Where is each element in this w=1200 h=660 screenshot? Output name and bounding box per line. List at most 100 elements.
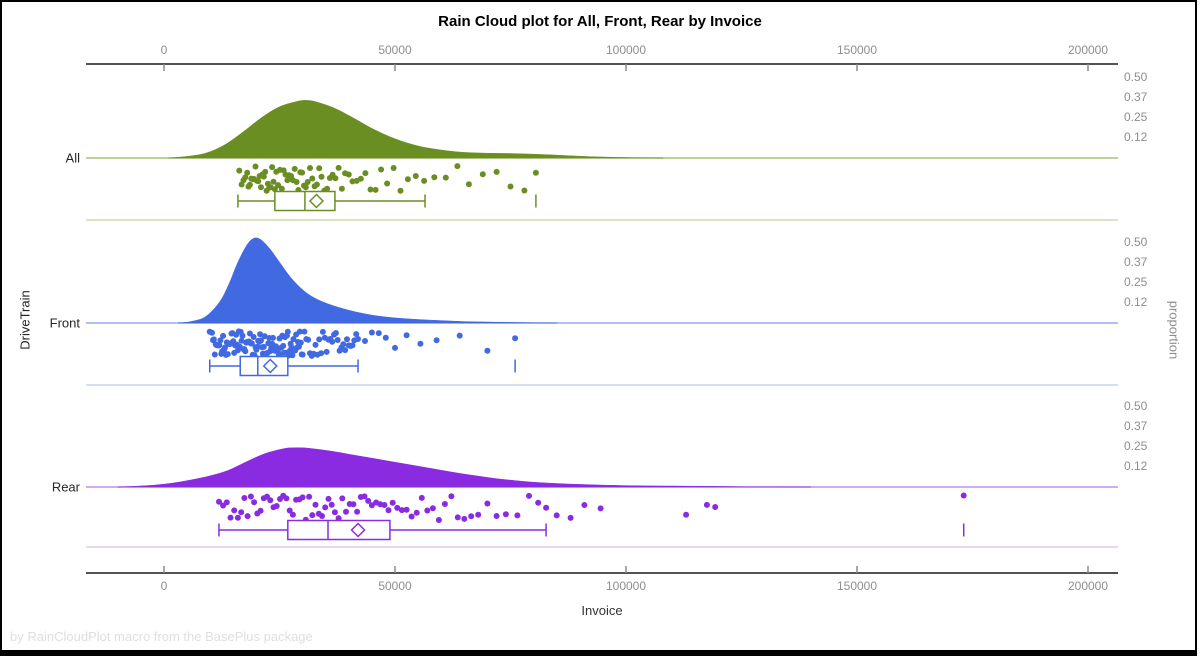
box-iqr <box>287 519 391 541</box>
proportion-tick-label: 0.50 <box>1124 399 1148 413</box>
data-point-rear <box>299 494 306 501</box>
data-point-front <box>220 332 227 339</box>
data-point-front <box>238 337 245 344</box>
footnote: by RainCloudPlot macro from the BasePlus… <box>10 629 313 644</box>
data-point-rear <box>283 495 290 502</box>
data-point-rear <box>441 501 448 507</box>
data-point-front <box>334 337 341 343</box>
data-point-front <box>349 342 356 349</box>
chart-title: Rain Cloud plot for All, Front, Rear by … <box>438 13 762 30</box>
data-point-front <box>456 332 463 339</box>
x-tick-label-top: 0 <box>160 43 168 57</box>
proportion-tick-label: 0.25 <box>1124 110 1148 124</box>
data-point-rear <box>267 497 274 504</box>
data-point-front <box>433 337 440 344</box>
data-point-all <box>378 166 385 173</box>
data-point-rear <box>350 501 357 508</box>
data-point-all <box>412 173 419 179</box>
data-point-front <box>210 336 217 343</box>
data-point-all <box>397 187 404 194</box>
data-point-all <box>362 170 369 177</box>
data-point-all <box>345 171 352 178</box>
data-point-front <box>332 330 339 336</box>
data-point-rear <box>289 511 296 518</box>
data-point-all <box>313 181 320 188</box>
data-point-all <box>367 186 374 193</box>
data-point-front <box>403 332 410 339</box>
data-point-all <box>316 165 323 172</box>
data-point-rear <box>408 513 415 520</box>
proportion-tick-label: 0.37 <box>1124 90 1148 104</box>
data-point-all <box>309 175 316 182</box>
data-point-front <box>270 334 276 341</box>
proportion-tick-label: 0.37 <box>1124 255 1148 269</box>
data-point-rear <box>484 500 491 507</box>
data-point-front <box>353 331 360 338</box>
data-point-rear <box>365 497 372 504</box>
data-point-rear <box>286 507 293 514</box>
data-point-rear <box>354 508 361 515</box>
data-point-all <box>421 177 428 184</box>
data-point-all <box>262 168 269 175</box>
data-point-front <box>248 340 255 347</box>
density-curve-all <box>168 100 664 159</box>
data-point-all <box>260 173 267 180</box>
bottom-bar <box>2 650 1195 655</box>
data-point-all <box>244 169 251 176</box>
data-point-rear <box>322 504 329 511</box>
x-tick-label-bottom: 50000 <box>378 579 412 593</box>
data-point-all <box>269 164 276 171</box>
x-tick-label-top: 50000 <box>378 43 412 57</box>
data-point-front <box>362 338 368 344</box>
data-point-rear <box>683 511 690 518</box>
data-point-all <box>307 165 313 171</box>
data-point-rear <box>475 511 482 518</box>
data-point-front <box>242 348 249 355</box>
data-point-front <box>368 329 375 336</box>
data-point-all <box>384 180 391 187</box>
data-point-rear <box>535 499 542 506</box>
mean-diamond <box>350 522 366 538</box>
data-point-all <box>291 165 298 172</box>
data-point-rear <box>227 514 234 521</box>
mean-diamond <box>262 358 278 374</box>
data-point-front <box>280 342 287 349</box>
data-point-all <box>236 167 243 174</box>
proportion-tick-label: 0.12 <box>1124 459 1148 473</box>
data-point-all <box>275 182 282 189</box>
data-point-rear <box>418 494 425 501</box>
data-point-front <box>258 337 264 344</box>
data-point-all <box>252 163 259 170</box>
data-point-all <box>404 176 411 183</box>
data-point-rear <box>712 504 719 510</box>
data-point-front <box>355 336 361 342</box>
data-point-rear <box>273 503 280 509</box>
data-point-front <box>484 347 491 354</box>
data-point-all <box>454 163 461 170</box>
data-point-rear <box>526 492 532 499</box>
data-point-rear <box>394 504 401 511</box>
data-point-rear <box>343 508 349 515</box>
data-point-front <box>323 348 330 355</box>
data-point-front <box>261 333 268 340</box>
x-tick-label-bottom: 150000 <box>836 579 878 593</box>
proportion-tick-label: 0.50 <box>1124 235 1148 249</box>
data-point-all <box>318 173 325 180</box>
data-point-all <box>338 185 345 192</box>
data-point-front <box>260 343 267 350</box>
data-point-all <box>431 174 438 181</box>
data-point-rear <box>435 517 442 523</box>
data-point-front <box>297 339 304 346</box>
mean-diamond <box>308 193 325 209</box>
data-point-front <box>512 335 519 342</box>
data-point-rear <box>309 512 316 519</box>
data-point-rear <box>502 511 509 518</box>
data-point-rear <box>553 512 560 519</box>
proportion-tick-label: 0.50 <box>1124 70 1148 84</box>
data-point-all <box>372 186 379 193</box>
category-label-front: Front <box>49 315 80 331</box>
data-point-rear <box>231 507 238 514</box>
data-point-front <box>340 341 347 348</box>
